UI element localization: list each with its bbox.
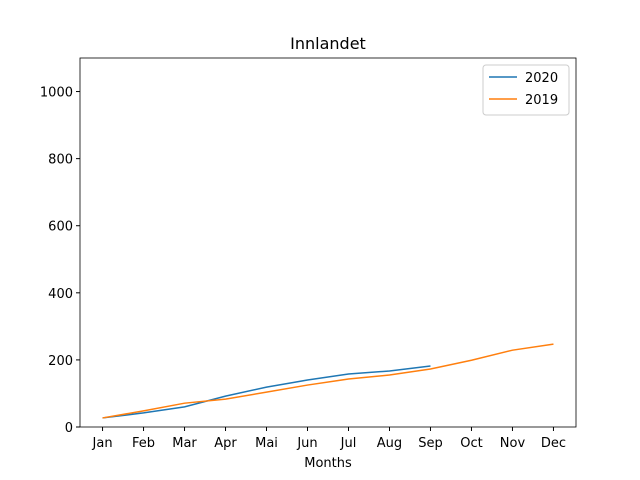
x-tick-label: Sep <box>418 436 443 451</box>
x-tick-label: Mai <box>255 436 278 451</box>
x-tick-label: Oct <box>460 436 482 451</box>
line-series <box>102 365 431 419</box>
y-tick-label: 200 <box>48 354 73 369</box>
legend-label: 2019 <box>525 93 558 108</box>
legend-label: 2020 <box>525 71 558 86</box>
x-axis-label: Months <box>304 456 352 471</box>
x-tick-label: Jul <box>340 436 357 451</box>
plot-frame <box>79 57 577 428</box>
chart-title: Innlandet <box>290 34 366 53</box>
y-tick-label: 0 <box>65 421 73 436</box>
y-tick-label: 1000 <box>40 86 73 101</box>
x-tick-label: Jun <box>296 436 317 451</box>
y-tick-label: 600 <box>48 220 73 235</box>
y-tick-label: 400 <box>48 287 73 302</box>
y-tick-label: 800 <box>48 153 73 168</box>
x-tick-label: Mar <box>172 436 197 451</box>
x-tick-label: Aug <box>377 436 402 451</box>
x-tick-label: Nov <box>500 436 526 451</box>
line-series <box>102 343 554 419</box>
x-tick-label: Dec <box>541 436 566 451</box>
x-tick-label: Apr <box>214 436 237 451</box>
x-tick-label: Jan <box>92 436 113 451</box>
x-tick-label: Feb <box>132 436 155 451</box>
